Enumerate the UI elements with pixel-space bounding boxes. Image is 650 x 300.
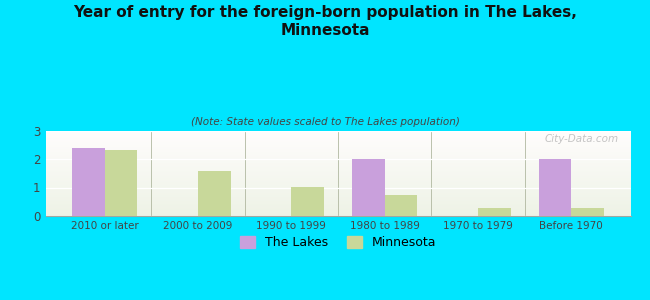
Bar xyxy=(46,202,630,203)
Bar xyxy=(46,192,630,193)
Bar xyxy=(46,144,630,145)
Bar xyxy=(539,159,571,216)
Bar xyxy=(46,165,630,166)
Bar xyxy=(46,179,630,180)
Bar xyxy=(46,183,630,184)
Bar xyxy=(46,200,630,201)
Bar xyxy=(46,139,630,140)
Bar xyxy=(46,185,630,186)
Bar xyxy=(46,206,630,207)
Bar xyxy=(105,151,137,216)
Bar xyxy=(46,160,630,161)
Bar xyxy=(46,169,630,170)
Bar xyxy=(46,211,630,212)
Bar xyxy=(46,188,630,189)
Bar xyxy=(46,204,630,205)
Bar xyxy=(46,140,630,141)
Bar xyxy=(46,195,630,196)
Bar xyxy=(46,151,630,152)
Bar xyxy=(46,189,630,190)
Bar xyxy=(46,172,630,173)
Bar xyxy=(46,132,630,133)
Bar xyxy=(46,131,630,132)
Text: Year of entry for the foreign-born population in The Lakes,
Minnesota: Year of entry for the foreign-born popul… xyxy=(73,4,577,38)
Bar xyxy=(46,184,630,185)
Bar xyxy=(46,174,630,175)
Bar xyxy=(385,196,417,216)
Bar xyxy=(46,161,630,162)
Bar xyxy=(46,170,630,171)
Bar xyxy=(46,134,630,135)
Bar xyxy=(46,203,630,204)
Bar xyxy=(46,143,630,144)
Bar xyxy=(46,136,630,137)
Bar xyxy=(46,212,630,213)
Bar xyxy=(46,135,630,136)
Bar xyxy=(478,208,511,216)
Bar xyxy=(46,196,630,197)
Bar xyxy=(46,164,630,165)
Bar xyxy=(46,207,630,208)
Bar xyxy=(46,210,630,211)
Bar xyxy=(46,158,630,159)
Bar xyxy=(46,182,630,183)
Bar xyxy=(46,145,630,146)
Bar xyxy=(46,146,630,147)
Bar xyxy=(291,187,324,216)
Bar xyxy=(46,148,630,149)
Bar xyxy=(46,208,630,209)
Text: City-Data.com: City-Data.com xyxy=(545,134,619,144)
Bar xyxy=(72,148,105,216)
Bar xyxy=(46,209,630,210)
Bar xyxy=(46,173,630,174)
Bar xyxy=(46,215,630,216)
Bar xyxy=(46,162,630,163)
Bar xyxy=(46,149,630,150)
Bar xyxy=(571,208,604,216)
Bar xyxy=(46,153,630,154)
Text: (Note: State values scaled to The Lakes population): (Note: State values scaled to The Lakes … xyxy=(190,117,460,127)
Bar xyxy=(46,156,630,157)
Bar xyxy=(46,155,630,156)
Bar xyxy=(198,171,231,216)
Legend: The Lakes, Minnesota: The Lakes, Minnesota xyxy=(235,231,441,254)
Bar xyxy=(46,147,630,148)
Bar xyxy=(46,198,630,199)
Bar xyxy=(46,167,630,168)
Bar xyxy=(352,159,385,216)
Bar xyxy=(46,133,630,134)
Bar xyxy=(46,138,630,139)
Bar xyxy=(46,168,630,169)
Bar xyxy=(46,214,630,215)
Bar xyxy=(46,157,630,158)
Bar xyxy=(46,181,630,182)
Bar xyxy=(46,177,630,178)
Bar xyxy=(46,159,630,160)
Bar xyxy=(46,201,630,202)
Bar xyxy=(46,152,630,153)
Bar xyxy=(46,150,630,151)
Bar xyxy=(46,186,630,187)
Bar xyxy=(46,137,630,138)
Bar xyxy=(46,190,630,191)
Bar xyxy=(46,199,630,200)
Bar xyxy=(46,136,630,137)
Bar xyxy=(46,194,630,195)
Bar xyxy=(46,213,630,214)
Bar xyxy=(46,197,630,198)
Bar xyxy=(46,154,630,155)
Bar xyxy=(46,187,630,188)
Bar xyxy=(46,141,630,142)
Bar xyxy=(46,130,630,131)
Bar xyxy=(46,171,630,172)
Bar xyxy=(46,142,630,143)
Bar xyxy=(46,163,630,164)
Bar xyxy=(46,176,630,177)
Bar xyxy=(46,178,630,179)
Bar xyxy=(46,205,630,206)
Bar xyxy=(46,180,630,181)
Bar xyxy=(46,193,630,194)
Bar xyxy=(46,191,630,192)
